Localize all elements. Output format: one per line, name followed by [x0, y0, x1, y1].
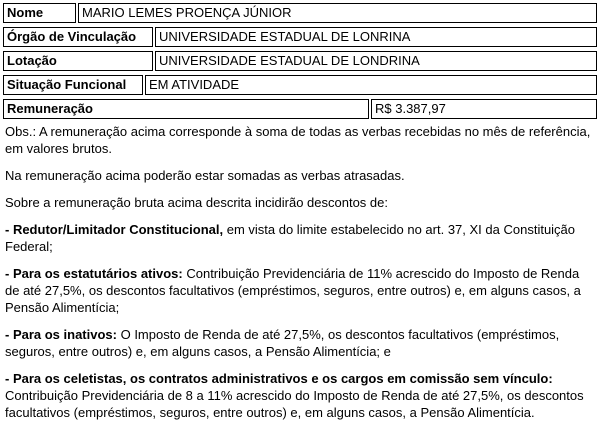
orgao-row: Órgão de Vinculação UNIVERSIDADE ESTADUA…: [3, 27, 597, 47]
lotacao-label: Lotação: [3, 51, 153, 71]
inativos-text: O Imposto de Renda de até 27,5%, os desc…: [5, 327, 560, 359]
estatutarios-item: - Para os estatutários ativos: Contribui…: [5, 265, 595, 316]
situacao-row: Situação Funcional EM ATIVIDADE: [3, 75, 597, 95]
celetistas-item: - Para os celetistas, os contratos admin…: [5, 370, 595, 421]
remuneracao-row: Remuneração R$ 3.387,97: [3, 99, 597, 119]
name-row: Nome MARIO LEMES PROENÇA JÚNIOR: [3, 3, 597, 23]
redutor-title: - Redutor/Limitador Constitucional,: [5, 222, 224, 237]
situacao-value: EM ATIVIDADE: [145, 75, 597, 95]
redutor-text: em vista do limite estabelecido no art. …: [5, 222, 576, 254]
estatutarios-text: Contribuição Previdenciária de 11% acres…: [5, 266, 581, 315]
lotacao-row: Lotação UNIVERSIDADE ESTADUAL DE LONDRIN…: [3, 51, 597, 71]
remuneracao-label: Remuneração: [3, 99, 369, 119]
descontos-intro: Sobre a remuneração bruta acima descrita…: [5, 195, 388, 210]
orgao-label: Órgão de Vinculação: [3, 27, 153, 47]
estatutarios-title: - Para os estatutários ativos:: [5, 266, 183, 281]
orgao-value: UNIVERSIDADE ESTADUAL DE LONRINA: [155, 27, 597, 47]
redutor-item: - Redutor/Limitador Constitucional, em v…: [5, 221, 595, 255]
atrasadas-note: Na remuneração acima poderão estar somad…: [5, 168, 405, 183]
remuneracao-value: R$ 3.387,97: [371, 99, 597, 119]
inativos-title: - Para os inativos:: [5, 327, 117, 342]
situacao-label: Situação Funcional: [3, 75, 143, 95]
lotacao-value: UNIVERSIDADE ESTADUAL DE LONDRINA: [155, 51, 597, 71]
celetistas-text: Contribuição Previdenciária de 8 a 11% a…: [5, 388, 584, 420]
inativos-item: - Para os inativos: O Imposto de Renda d…: [5, 326, 595, 360]
celetistas-title: - Para os celetistas, os contratos admin…: [5, 371, 553, 386]
notes-section: Obs.: A remuneração acima corresponde à …: [5, 123, 595, 421]
name-value: MARIO LEMES PROENÇA JÚNIOR: [78, 3, 597, 23]
obs-note: Obs.: A remuneração acima corresponde à …: [5, 124, 591, 156]
name-label: Nome: [3, 3, 76, 23]
